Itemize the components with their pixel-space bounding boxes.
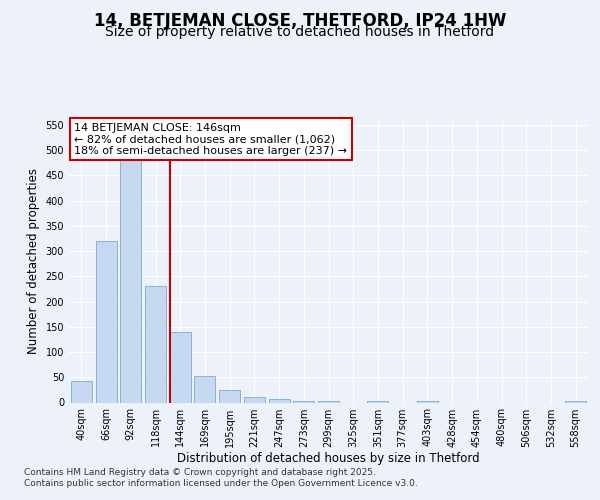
Text: 14 BETJEMAN CLOSE: 146sqm
← 82% of detached houses are smaller (1,062)
18% of se: 14 BETJEMAN CLOSE: 146sqm ← 82% of detac… [74, 123, 347, 156]
Text: Size of property relative to detached houses in Thetford: Size of property relative to detached ho… [106, 25, 494, 39]
Bar [219, 390, 240, 402]
Bar [194, 376, 215, 402]
Bar [95, 241, 116, 402]
Y-axis label: Number of detached properties: Number of detached properties [27, 168, 40, 354]
Bar [71, 382, 92, 402]
Text: Contains HM Land Registry data © Crown copyright and database right 2025.
Contai: Contains HM Land Registry data © Crown c… [24, 468, 418, 487]
Bar [145, 286, 166, 403]
Bar [244, 398, 265, 402]
Bar [120, 156, 141, 402]
Bar [269, 399, 290, 402]
Bar [170, 332, 191, 402]
Text: 14, BETJEMAN CLOSE, THETFORD, IP24 1HW: 14, BETJEMAN CLOSE, THETFORD, IP24 1HW [94, 12, 506, 30]
X-axis label: Distribution of detached houses by size in Thetford: Distribution of detached houses by size … [177, 452, 480, 466]
